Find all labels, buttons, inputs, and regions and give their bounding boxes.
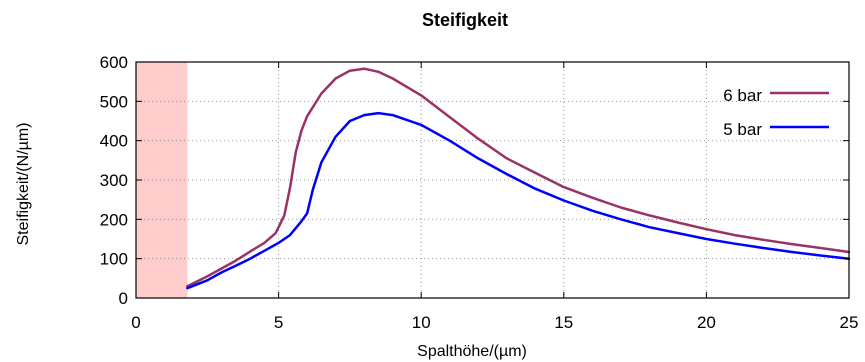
y-axis-label: Steifigkeit/(N/µm) <box>15 122 32 245</box>
x-tick-label: 5 <box>274 313 283 332</box>
series-line-1 <box>186 111 851 290</box>
y-tick-label: 500 <box>100 92 128 111</box>
x-tick-label: 10 <box>412 313 431 332</box>
y-tick-label: 600 <box>100 53 128 72</box>
x-tick-label: 20 <box>697 313 716 332</box>
x-tick-label: 0 <box>131 313 140 332</box>
x-tick-label: 15 <box>554 313 573 332</box>
legend-label-0: 6 bar <box>723 86 762 105</box>
y-tick-label: 200 <box>100 210 128 229</box>
x-tick-label: 25 <box>840 313 859 332</box>
y-tick-label: 300 <box>100 171 128 190</box>
legend-label-1: 5 bar <box>723 120 762 139</box>
y-tick-label: 400 <box>100 132 128 151</box>
x-axis-label: Spalthöhe/(µm) <box>417 343 527 360</box>
shaded-region <box>136 62 188 298</box>
chart-title: Steifigkeit <box>422 10 508 30</box>
series-line-0 <box>186 67 851 288</box>
y-tick-label: 0 <box>119 289 128 308</box>
y-tick-label: 100 <box>100 250 128 269</box>
